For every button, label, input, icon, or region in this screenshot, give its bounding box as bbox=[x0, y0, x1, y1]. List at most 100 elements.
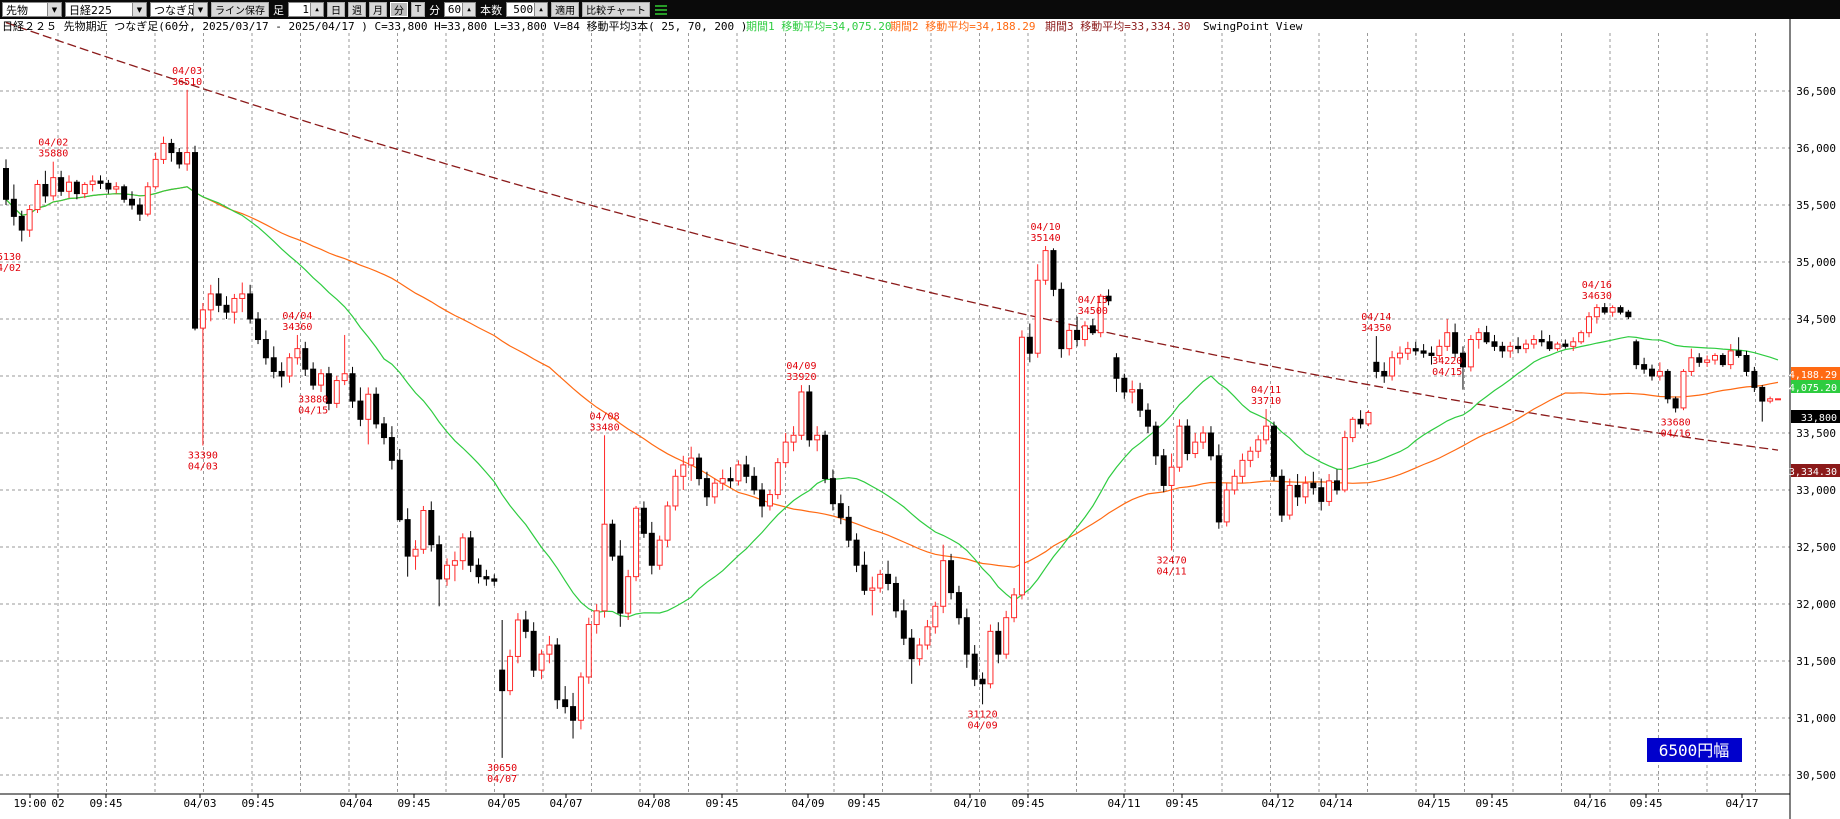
spinner-icon[interactable]: ▲ bbox=[462, 3, 476, 16]
swing-label: 04/02 bbox=[0, 263, 21, 274]
x-tick-label: 04/16 bbox=[1573, 797, 1606, 810]
price-tag-box bbox=[1791, 380, 1840, 393]
chevron-down-icon[interactable]: ▼ bbox=[47, 3, 61, 16]
tick-button[interactable]: T bbox=[411, 2, 426, 17]
y-tick-label: 31,500 bbox=[1796, 655, 1836, 668]
y-tick-label: 35,500 bbox=[1796, 199, 1836, 212]
chevron-down-icon[interactable]: ▼ bbox=[193, 3, 207, 16]
candle-down bbox=[1751, 370, 1758, 388]
swing-label: 04/11 bbox=[1157, 566, 1187, 577]
x-tick-label: 04/09 bbox=[791, 797, 824, 810]
candle-down bbox=[1215, 455, 1222, 523]
x-tick-label: 04/15 bbox=[1417, 797, 1450, 810]
market-select[interactable]: 先物 ▼ bbox=[2, 2, 62, 17]
minute-input[interactable]: 60 ▲ bbox=[444, 2, 477, 17]
candle-down bbox=[373, 393, 380, 425]
candle-down bbox=[979, 678, 986, 685]
price-tag-label: 34,188.29 bbox=[1783, 370, 1837, 381]
chart-settings-icon[interactable] bbox=[653, 3, 669, 17]
candle-down bbox=[1664, 370, 1671, 400]
spinner-icon[interactable]: ▲ bbox=[534, 3, 548, 16]
candle-down bbox=[499, 669, 506, 692]
candle-up bbox=[1656, 370, 1663, 377]
candle-up bbox=[680, 464, 687, 477]
x-tick-label: 04/17 bbox=[1725, 797, 1758, 810]
candle-down bbox=[696, 457, 703, 480]
candle-up bbox=[1192, 441, 1199, 455]
candle-down bbox=[1278, 475, 1285, 516]
time-axis: 19:00 02 09:45 04/03 09:45 04/04 09:45 04/05 04/… bbox=[13, 794, 1759, 810]
market-select-value: 先物 bbox=[6, 3, 28, 17]
candle-up bbox=[546, 644, 553, 655]
candle-up bbox=[1239, 459, 1246, 477]
candle-down bbox=[1452, 332, 1459, 354]
symbol-select[interactable]: 日経225 ▼ bbox=[65, 2, 147, 17]
range-badge-text: 6500円幅 bbox=[1659, 741, 1730, 760]
x-tick-label: 04/11 bbox=[1107, 797, 1140, 810]
candle-down bbox=[1601, 307, 1608, 313]
candle-down bbox=[837, 503, 844, 518]
candle-up bbox=[507, 655, 514, 692]
candle-down bbox=[1318, 487, 1325, 502]
candle-down bbox=[1759, 386, 1766, 402]
candle-down bbox=[247, 293, 254, 320]
candle-down bbox=[176, 152, 183, 165]
swing-label: 04/04 bbox=[282, 311, 312, 322]
candle-down bbox=[1617, 307, 1624, 313]
chevron-down-icon[interactable]: ▼ bbox=[132, 3, 146, 16]
minute-button[interactable]: 分 bbox=[390, 2, 408, 17]
price-tag-box bbox=[1791, 410, 1840, 423]
candle-up bbox=[1176, 425, 1183, 468]
candle-down bbox=[530, 630, 537, 671]
candle-up bbox=[688, 457, 695, 466]
line-save-button[interactable]: ライン保存 bbox=[211, 2, 269, 17]
month-button[interactable]: 月 bbox=[369, 2, 387, 17]
candle-up bbox=[207, 293, 214, 311]
price-chart[interactable]: 04/02358803513004/0204/03365103339004/03… bbox=[0, 19, 1840, 819]
candle-up bbox=[1570, 341, 1577, 347]
ma3-legend: 期間3 移動平均=33,334.30 bbox=[1045, 19, 1190, 33]
toolbar: 先物 ▼ 日経225 ▼ つなぎ足 ▼ ライン保存 足 1 ▲ 日 週 月 分 … bbox=[0, 0, 1840, 19]
candle-up bbox=[1200, 432, 1207, 443]
apply-button[interactable]: 適用 bbox=[551, 2, 580, 17]
candle-up bbox=[144, 186, 151, 215]
day-button[interactable]: 日 bbox=[327, 2, 345, 17]
swing-label: 31120 bbox=[968, 709, 998, 720]
y-tick-label: 33,000 bbox=[1796, 484, 1836, 497]
x-tick-label: 02 bbox=[51, 797, 64, 810]
candle-up bbox=[365, 393, 372, 420]
candle-up bbox=[1341, 437, 1348, 491]
candle-down bbox=[1562, 343, 1569, 347]
candle-down bbox=[955, 592, 962, 619]
range-badge: 6500円幅 bbox=[1647, 738, 1742, 762]
candle-up bbox=[1775, 398, 1781, 401]
swing-label: 04/07 bbox=[487, 774, 517, 785]
compare-chart-button[interactable]: 比較チャート bbox=[582, 2, 651, 17]
period-input[interactable]: 1 ▲ bbox=[288, 2, 324, 17]
x-tick-label: 09:45 bbox=[1475, 797, 1508, 810]
candle-down bbox=[759, 489, 766, 507]
candle-up bbox=[814, 434, 821, 441]
candle-up bbox=[333, 380, 340, 404]
candle-up bbox=[34, 183, 41, 211]
price-tag-label: 33,800 bbox=[1801, 413, 1837, 424]
candle-down bbox=[223, 304, 230, 313]
count-input[interactable]: 500 ▲ bbox=[506, 2, 549, 17]
week-button[interactable]: 週 bbox=[348, 2, 366, 17]
candle-up bbox=[1011, 594, 1018, 619]
candle-down bbox=[1459, 352, 1466, 368]
chart-type-select[interactable]: つなぎ足 ▼ bbox=[150, 2, 208, 17]
candle-down bbox=[1105, 295, 1112, 302]
candle-down bbox=[1207, 432, 1214, 457]
candle-up bbox=[231, 297, 238, 313]
candle-up bbox=[766, 494, 773, 507]
candle-down bbox=[845, 516, 852, 541]
spinner-icon[interactable]: ▲ bbox=[310, 3, 323, 16]
swingpoint-view-label[interactable]: SwingPoint View bbox=[1203, 20, 1303, 33]
candle-up bbox=[932, 605, 939, 628]
minute-label: 分 bbox=[429, 3, 441, 17]
candle-up bbox=[1389, 357, 1396, 377]
candle-up bbox=[1255, 439, 1262, 452]
y-tick-label: 31,000 bbox=[1796, 712, 1836, 725]
candle-up bbox=[672, 475, 679, 507]
